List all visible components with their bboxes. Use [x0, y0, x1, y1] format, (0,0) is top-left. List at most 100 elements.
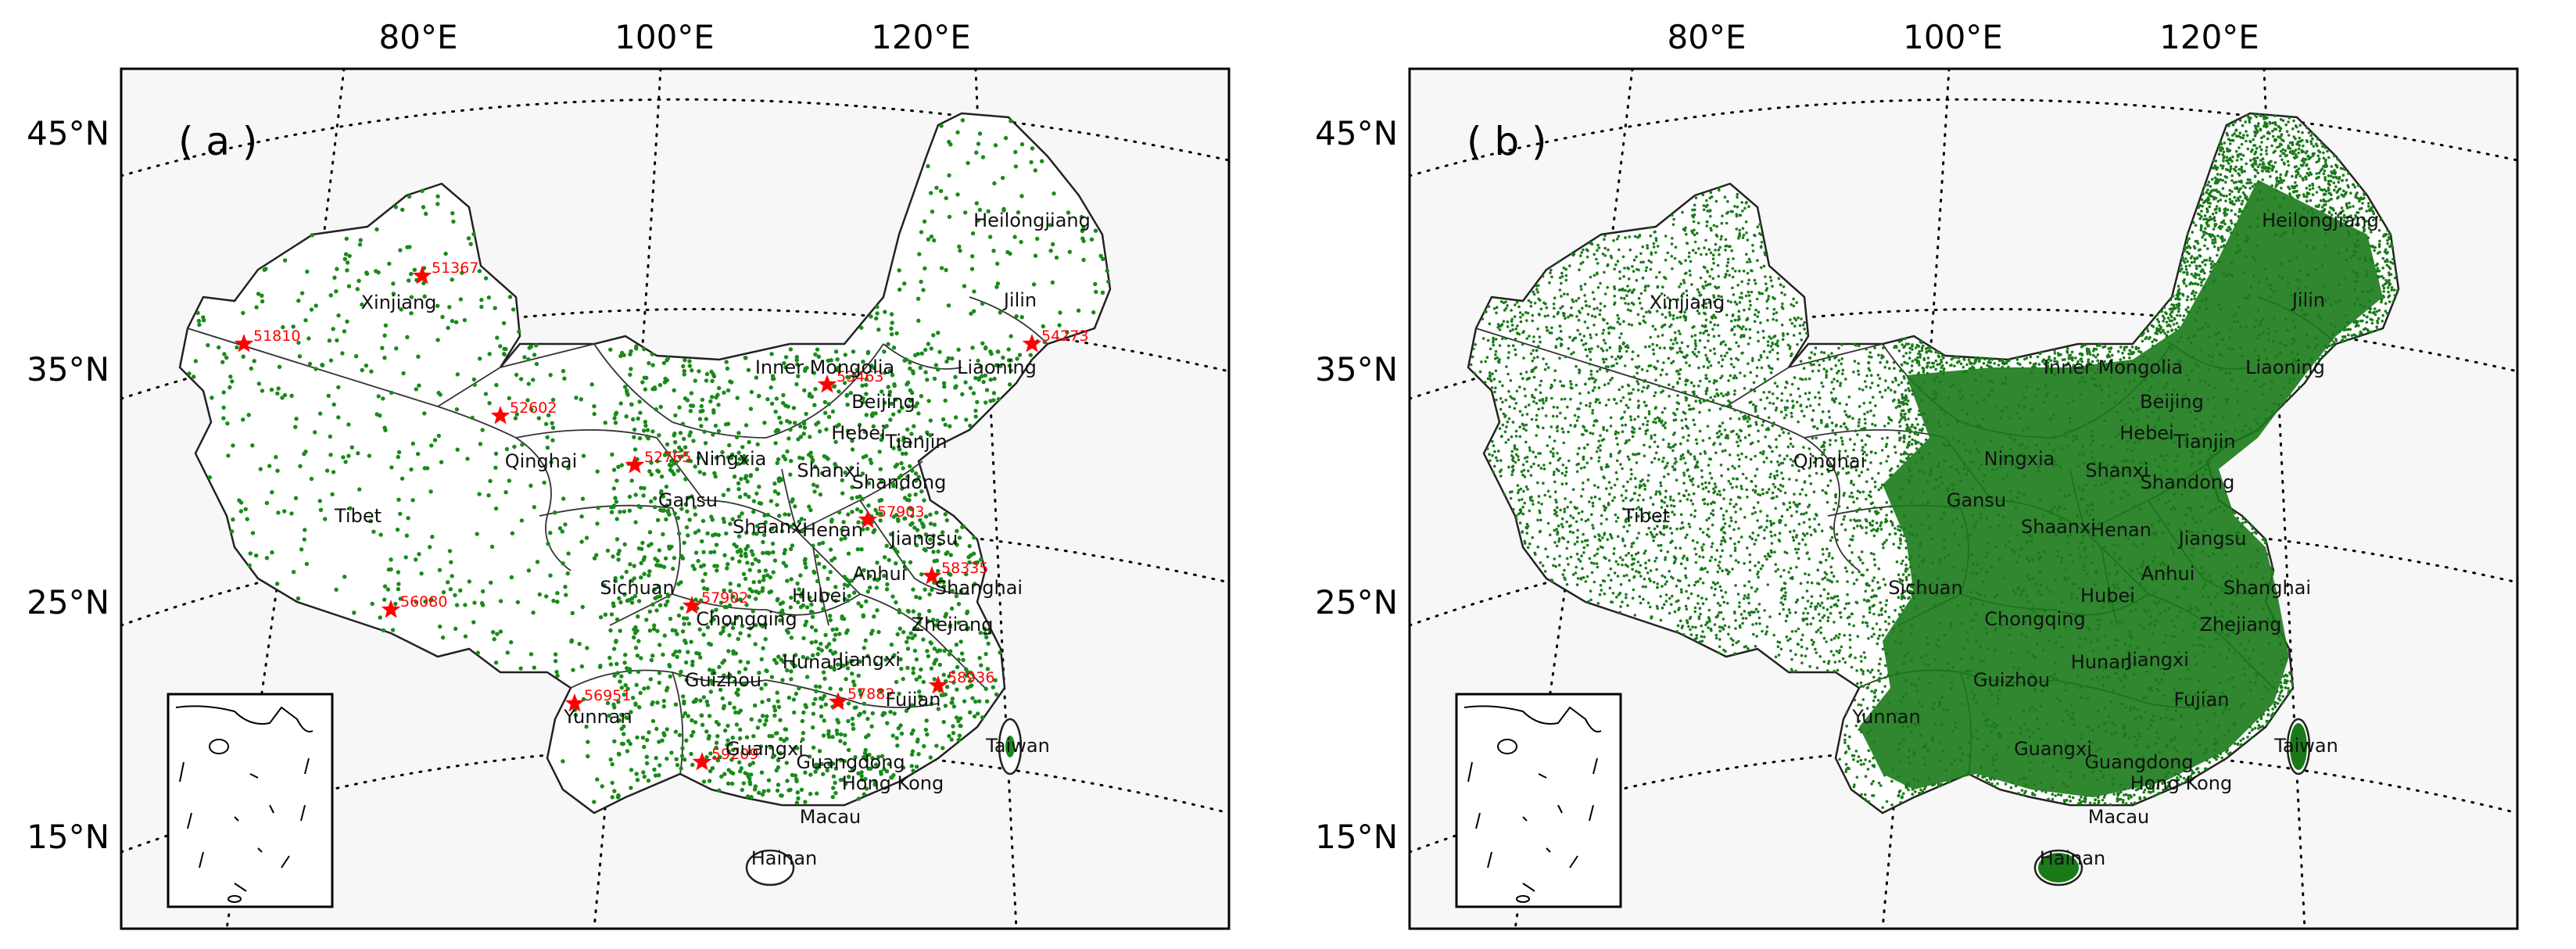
grid-point	[2260, 136, 2263, 140]
station-point	[753, 642, 758, 646]
station-point	[609, 612, 614, 617]
grid-point	[1585, 575, 1589, 578]
grid-point	[2047, 797, 2050, 801]
station-point	[776, 699, 780, 704]
grid-point	[2091, 523, 2094, 527]
grid-point	[2283, 401, 2286, 404]
grid-point	[2102, 600, 2106, 604]
grid-point	[1494, 369, 1498, 373]
grid-point	[2215, 757, 2218, 761]
grid-point	[2139, 735, 2142, 739]
station-point	[802, 368, 808, 374]
grid-point	[1797, 547, 1800, 551]
station-point	[514, 372, 519, 378]
station-point	[662, 633, 667, 638]
grid-point	[1973, 440, 1976, 443]
station-point	[645, 428, 650, 432]
grid-point	[2048, 639, 2051, 643]
station-point	[254, 305, 259, 310]
station-point	[1058, 310, 1062, 315]
grid-point	[1932, 707, 1935, 711]
grid-point	[2069, 771, 2072, 774]
station-point	[228, 385, 232, 390]
station-point	[795, 790, 800, 795]
grid-point	[2241, 429, 2244, 432]
station-point	[932, 646, 937, 651]
station-point	[625, 686, 630, 691]
station-point	[700, 518, 706, 524]
grid-point	[2138, 572, 2141, 575]
grid-point	[1901, 369, 1904, 373]
grid-point	[1580, 251, 1583, 254]
station-point	[951, 680, 956, 685]
grid-point	[1856, 433, 1859, 436]
station-point	[711, 408, 716, 413]
grid-point	[2296, 353, 2299, 356]
grid-point	[2235, 312, 2239, 315]
grid-point	[2229, 219, 2233, 223]
grid-point	[1738, 457, 1741, 461]
grid-point	[1908, 573, 1911, 577]
station-point	[951, 724, 955, 729]
grid-point	[1700, 304, 1704, 307]
station-point	[754, 532, 759, 536]
station-point	[753, 703, 758, 708]
grid-point	[2196, 328, 2200, 331]
station-point	[693, 720, 698, 725]
station-point	[900, 406, 905, 410]
grid-point	[2352, 249, 2356, 253]
grid-point	[2123, 366, 2126, 370]
station-point	[856, 673, 861, 678]
grid-point	[2269, 175, 2272, 178]
grid-point	[1965, 370, 1968, 374]
station-point	[993, 678, 998, 682]
station-point	[983, 345, 988, 350]
station-point	[612, 705, 617, 710]
station-point	[453, 593, 457, 598]
grid-point	[1524, 311, 1528, 314]
grid-point	[2375, 215, 2378, 219]
grid-point	[1671, 267, 1674, 270]
station-point	[553, 659, 558, 664]
station-point	[698, 655, 703, 660]
station-point	[387, 261, 392, 267]
station-point	[951, 704, 957, 709]
grid-point	[1499, 397, 1503, 400]
grid-point	[1524, 428, 1528, 432]
grid-point	[2201, 473, 2205, 476]
station-point	[823, 702, 829, 707]
station-point	[889, 775, 894, 780]
grid-point	[1997, 678, 2000, 681]
station-point	[776, 757, 781, 763]
grid-point	[1593, 381, 1596, 384]
grid-point	[1815, 666, 1819, 670]
grid-point	[1562, 441, 1566, 445]
station-point	[264, 500, 270, 506]
grid-point	[1661, 585, 1664, 588]
grid-point	[2130, 346, 2134, 349]
station-star-icon	[625, 455, 645, 474]
grid-point	[2273, 290, 2276, 293]
station-point	[548, 373, 553, 378]
grid-point	[1978, 467, 1981, 471]
station-point	[610, 762, 614, 767]
grid-point	[1685, 361, 1688, 364]
station-point	[757, 568, 761, 574]
station-point	[595, 777, 600, 782]
station-point	[647, 360, 651, 366]
grid-point	[2253, 113, 2257, 116]
grid-point	[1825, 547, 1829, 551]
grid-point	[2244, 255, 2248, 258]
grid-point	[1850, 491, 1854, 495]
station-point	[383, 428, 388, 432]
station-point	[197, 322, 202, 328]
station-point	[751, 609, 755, 614]
grid-point	[2223, 439, 2226, 442]
grid-point	[1872, 705, 1876, 709]
station-point	[712, 471, 717, 475]
station-point	[923, 370, 928, 374]
station-point	[653, 496, 657, 501]
station-point	[828, 547, 833, 552]
station-point	[864, 392, 869, 396]
station-point	[802, 388, 807, 392]
